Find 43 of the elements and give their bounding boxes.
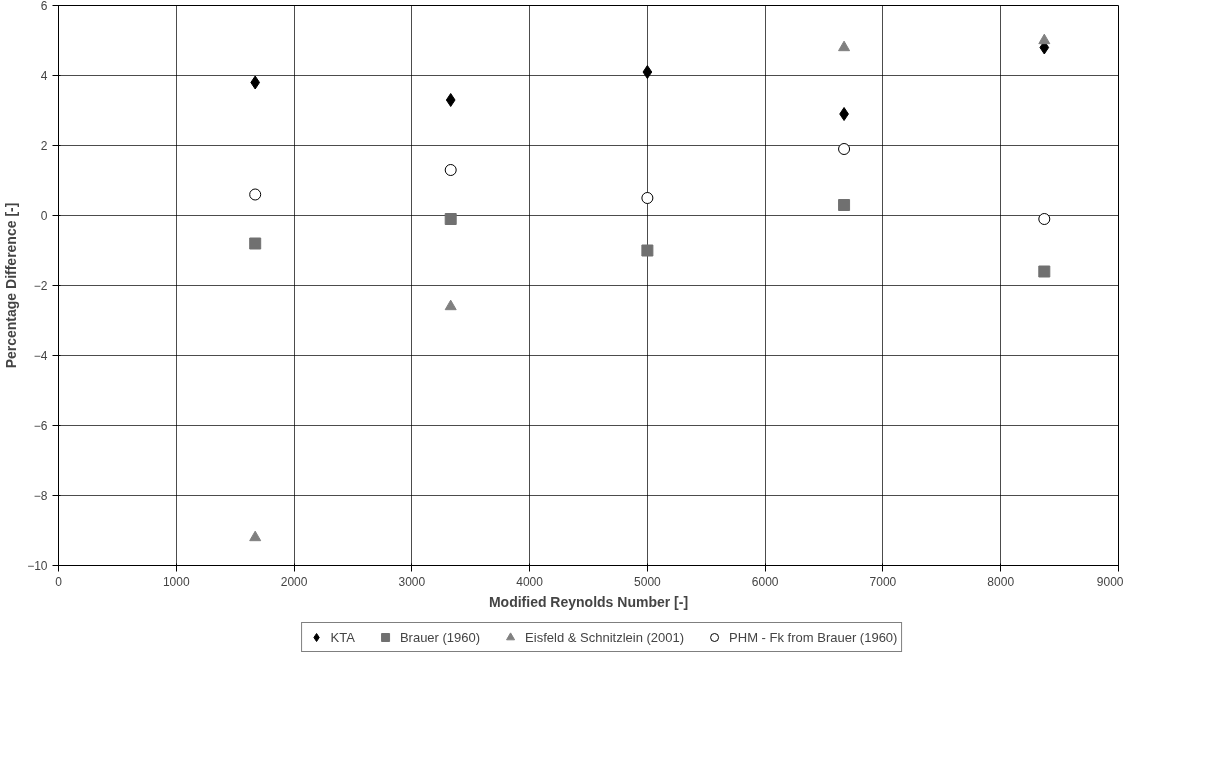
legend-label: KTA: [330, 629, 355, 645]
point: [444, 213, 457, 225]
point: [444, 299, 457, 311]
x-tick-label: 7000: [869, 574, 897, 589]
y-tick-label: 2: [40, 139, 48, 153]
point: [1038, 33, 1051, 45]
legend-label: Eisfeld & Schnitzlein (2001): [525, 629, 685, 645]
point: [839, 107, 849, 121]
y-tick-label: −4: [33, 349, 48, 363]
legend-label: PHM - Fk from Brauer (1960): [729, 629, 898, 645]
y-tick-label: −8: [33, 489, 48, 503]
point: [1038, 213, 1051, 225]
y-tick-label: 4: [40, 69, 48, 83]
point: [445, 93, 456, 107]
y-tick-label: −10: [27, 559, 48, 573]
x-axis-title: Modified Reynolds Number [-]: [488, 593, 689, 610]
x-tick-label: 0: [55, 574, 63, 589]
point: [838, 143, 851, 155]
y-tick-label: −6: [33, 419, 48, 433]
x-tick-label: 8000: [987, 574, 1015, 589]
legend-label: Brauer (1960): [399, 629, 481, 645]
point: [249, 237, 262, 250]
point: [642, 65, 653, 79]
point: [838, 40, 851, 52]
point: [250, 75, 261, 90]
y-tick-label: 6: [40, 0, 48, 13]
point: [249, 188, 262, 201]
point: [641, 244, 654, 257]
point: [444, 164, 457, 176]
y-tick-label: −2: [33, 279, 48, 293]
x-tick-label: 4000: [516, 574, 544, 589]
point: [838, 199, 851, 211]
x-tick-label: 5000: [634, 574, 662, 589]
x-tick-label: 6000: [751, 574, 779, 589]
y-axis-title: Percentage Difference [-]: [3, 202, 20, 369]
x-tick-label: 9000: [1096, 574, 1124, 589]
point: [249, 530, 262, 542]
y-tick-label: 0: [40, 209, 48, 223]
point: [1038, 265, 1051, 278]
x-tick-label: 1000: [162, 574, 190, 589]
x-tick-label: 2000: [280, 574, 308, 589]
point: [641, 192, 654, 204]
x-tick-label: 3000: [398, 574, 426, 589]
